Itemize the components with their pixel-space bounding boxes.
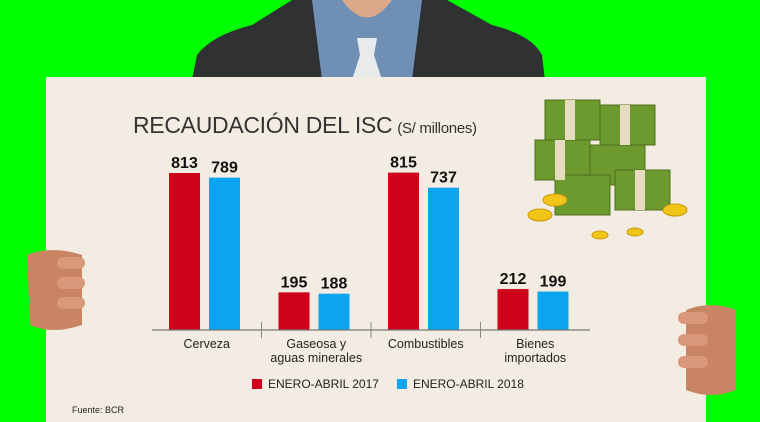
bar-2017 bbox=[278, 292, 310, 330]
category-label: Gaseosa y bbox=[286, 337, 347, 351]
bar-value-label: 212 bbox=[500, 271, 527, 288]
bar-value-label: 815 bbox=[390, 155, 417, 172]
source-note: Fuente: BCR bbox=[72, 405, 125, 415]
left-hand-illustration bbox=[27, 250, 85, 330]
bar-value-label: 789 bbox=[211, 160, 238, 177]
legend: ENERO-ABRIL 2017 ENERO-ABRIL 2018 bbox=[252, 377, 524, 391]
category-label: Cerveza bbox=[183, 337, 230, 351]
bar-2017 bbox=[497, 289, 529, 330]
bar-2017 bbox=[169, 173, 200, 330]
bar-value-label: 737 bbox=[430, 170, 457, 187]
bar-value-label: 199 bbox=[540, 274, 567, 291]
bar-value-label: 188 bbox=[321, 276, 348, 293]
legend-label-2018: ENERO-ABRIL 2018 bbox=[412, 377, 524, 391]
bar-2017 bbox=[388, 172, 419, 330]
money-stack-illustration bbox=[527, 99, 688, 240]
category-label: aguas minerales bbox=[270, 351, 362, 365]
chart-title-text: RECAUDACIÓN DEL ISC bbox=[133, 112, 393, 138]
bar-2018 bbox=[209, 177, 240, 330]
bar-value-label: 813 bbox=[171, 155, 198, 172]
legend-label-2017: ENERO-ABRIL 2017 bbox=[268, 377, 379, 391]
bar-2018 bbox=[537, 291, 569, 330]
chart-subtitle: (S/ millones) bbox=[397, 120, 477, 137]
legend-swatch-2017 bbox=[252, 379, 262, 389]
category-label: Combustibles bbox=[388, 337, 464, 351]
category-label: Bienes bbox=[516, 337, 554, 351]
person-suit-illustration bbox=[192, 0, 545, 80]
right-hand-illustration bbox=[678, 305, 736, 395]
chart-title: RECAUDACIÓN DEL ISC (S/ millones) bbox=[133, 112, 477, 139]
bar-2018 bbox=[318, 293, 350, 330]
bar-value-label: 195 bbox=[281, 274, 308, 291]
legend-swatch-2018 bbox=[396, 379, 407, 389]
bar-2018 bbox=[428, 187, 459, 330]
category-label: importados bbox=[504, 351, 566, 365]
